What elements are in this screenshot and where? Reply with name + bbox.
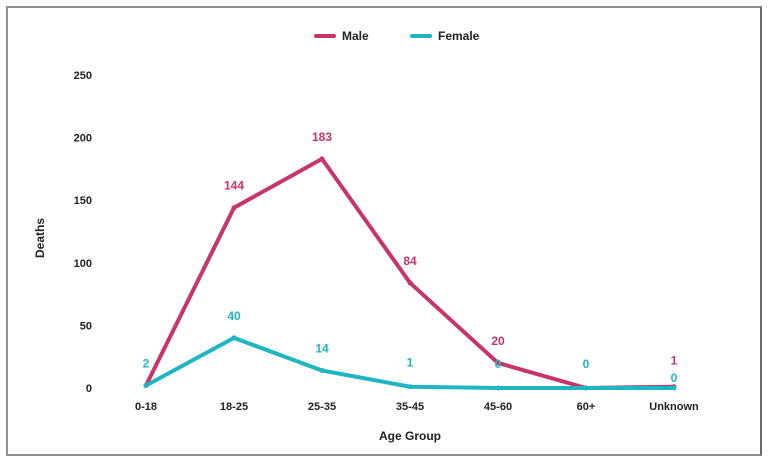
x-tick-label: 25-35 (308, 401, 336, 413)
data-point-female (584, 386, 589, 391)
x-tick-label: 45-60 (484, 401, 512, 413)
y-tick-label: 100 (74, 258, 92, 270)
data-point-female (408, 384, 413, 389)
data-labels: 144 183 84 20 1 2 40 14 1 0 0 0 (143, 130, 678, 385)
data-point-female (232, 335, 237, 340)
data-label-male: 1 (671, 354, 678, 368)
series-line-male (146, 159, 674, 388)
data-label-female: 0 (583, 357, 590, 371)
data-point-female (672, 386, 677, 391)
data-label-male: 84 (403, 254, 417, 268)
data-label-male: 20 (491, 334, 505, 348)
x-axis-title: Age Group (379, 429, 441, 443)
data-label-female: 0 (671, 371, 678, 385)
data-point-male (320, 156, 325, 161)
data-label-male: 183 (312, 130, 332, 144)
x-tick-label: 0-18 (135, 401, 157, 413)
data-point-female (320, 368, 325, 373)
data-point-male (232, 205, 237, 210)
data-point-male (408, 280, 413, 285)
x-tick-label: 60+ (577, 401, 596, 413)
data-label-female: 14 (315, 341, 329, 355)
y-tick-label: 0 (86, 383, 92, 395)
x-tick-label: 35-45 (396, 401, 424, 413)
data-point-female (496, 386, 501, 391)
y-axis-ticks: 0 50 100 150 200 250 (74, 70, 92, 395)
y-tick-label: 150 (74, 195, 92, 207)
data-label-female: 0 (495, 357, 502, 371)
legend: Male Female (316, 29, 480, 43)
y-tick-label: 200 (74, 133, 92, 145)
y-axis-title: Deaths (33, 218, 47, 258)
data-label-female: 1 (407, 356, 414, 370)
legend-label-female: Female (438, 29, 480, 43)
legend-label-male: Male (342, 29, 369, 43)
x-tick-label: Unknown (649, 401, 699, 413)
x-axis-ticks: 0-18 18-25 25-35 35-45 45-60 60+ Unknown (135, 401, 699, 413)
data-point-female (144, 383, 149, 388)
y-tick-label: 50 (80, 320, 92, 332)
y-tick-label: 250 (74, 70, 92, 82)
x-tick-label: 18-25 (220, 401, 248, 413)
data-label-female: 2 (143, 356, 150, 370)
data-label-female: 40 (227, 309, 241, 323)
data-label-male: 144 (224, 179, 244, 193)
